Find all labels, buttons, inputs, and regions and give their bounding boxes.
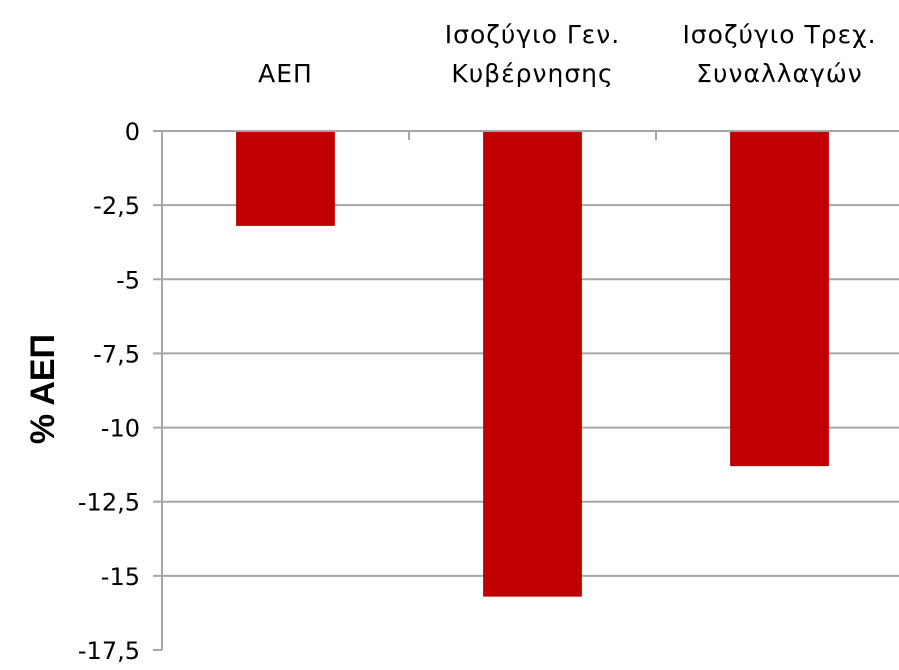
- y-tick-label: -12,5: [78, 489, 140, 517]
- y-tick-labels: 0 -2,5 -5 -7,5 -10 -12,5 -15 -17,5: [78, 118, 140, 665]
- y-tick-label: -7,5: [93, 340, 140, 368]
- category-label: Ισοζύγιο Γεν.: [445, 20, 620, 49]
- category-label: Κυβέρνησης: [451, 59, 613, 88]
- bars: [236, 131, 829, 597]
- bar: [236, 131, 335, 226]
- category-labels: ΑΕΠ Ισοζύγιο Γεν. Κυβέρνησης Ισοζύγιο Τρεχ.…: [258, 20, 876, 88]
- y-axis-label: % ΑΕΠ: [24, 334, 62, 444]
- category-label: Ισοζύγιο Τρεχ.: [682, 20, 876, 49]
- category-label: ΑΕΠ: [258, 59, 313, 88]
- y-tick-label: -15: [101, 563, 140, 591]
- y-tick-label: -10: [101, 415, 140, 443]
- y-tick-label: -17,5: [78, 637, 140, 665]
- bar: [483, 131, 582, 597]
- y-tick-label: -5: [116, 266, 140, 294]
- y-tick-label: 0: [125, 118, 140, 146]
- category-label: Συναλλαγών: [696, 59, 862, 88]
- y-tick-label: -2,5: [93, 192, 140, 220]
- bar: [730, 131, 829, 467]
- axes: [153, 130, 899, 651]
